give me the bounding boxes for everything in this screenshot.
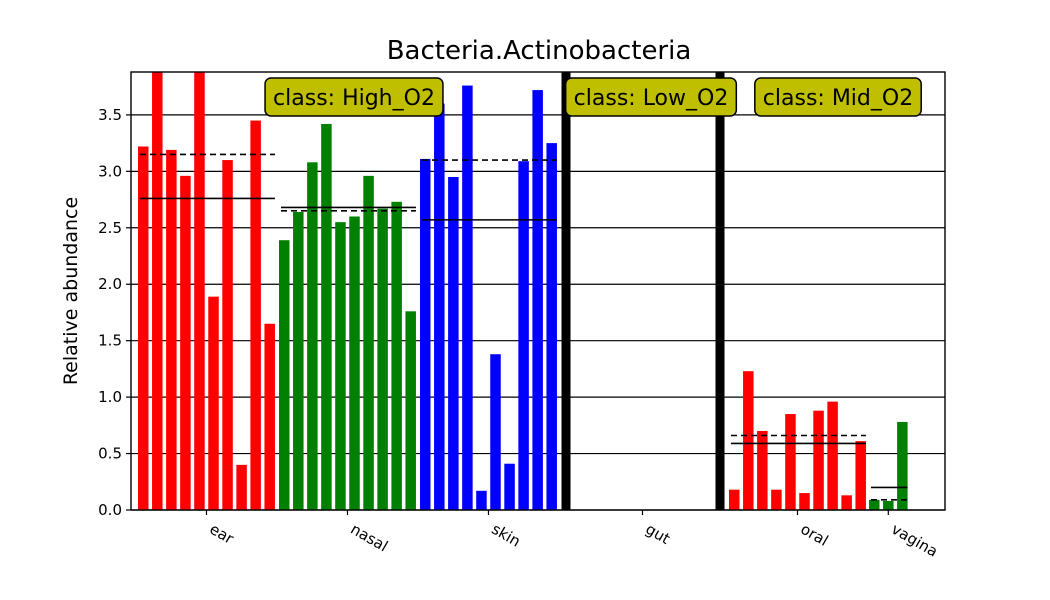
bar — [490, 354, 501, 510]
bar — [476, 490, 487, 510]
bar — [771, 489, 782, 510]
bar — [405, 311, 416, 510]
x-tick-label: skin — [488, 520, 523, 551]
bar — [180, 175, 191, 511]
bar — [363, 175, 374, 511]
bar — [236, 464, 247, 510]
bar — [841, 495, 852, 510]
bar — [785, 414, 796, 510]
bar — [420, 158, 431, 511]
bar — [855, 441, 866, 510]
bars — [138, 72, 908, 511]
class-label-box — [264, 77, 444, 117]
bar — [757, 430, 768, 510]
y-axis-label: Relative abundance — [60, 197, 82, 385]
bar — [208, 296, 219, 510]
bar — [377, 208, 388, 511]
y-tick-label: 1.0 — [98, 388, 122, 406]
bar — [518, 161, 529, 510]
bar — [391, 201, 402, 510]
bar — [897, 421, 908, 510]
y-tick-label: 3.5 — [98, 106, 122, 124]
bar — [532, 90, 543, 510]
bar — [279, 240, 290, 510]
chart-title: Bacteria.Actinobacteria — [387, 36, 692, 66]
stat-lines — [140, 153, 908, 501]
y-tick-label: 1.5 — [98, 332, 122, 350]
class-label: class: Low_O2 — [564, 77, 738, 117]
bar — [349, 216, 360, 510]
class-label-text: class: High_O2 — [273, 86, 435, 111]
bar — [321, 123, 332, 511]
x-tick-label: nasal — [347, 520, 391, 556]
bar — [250, 120, 261, 511]
bar — [194, 72, 205, 510]
class-label-text: class: Low_O2 — [574, 86, 729, 111]
bar — [152, 72, 163, 510]
y-tick-label: 2.0 — [98, 275, 122, 293]
bar — [293, 211, 304, 511]
axes — [130, 71, 946, 511]
class-label: class: High_O2 — [264, 77, 444, 117]
bar — [138, 146, 149, 510]
bar — [335, 222, 346, 511]
class-labels: class: High_O2 class: Low_O2 class: Mid_O2 — [264, 77, 922, 117]
x-ticks: ear nasal skin gut oral vagina — [205, 510, 941, 561]
bar — [504, 463, 515, 510]
bar — [434, 103, 445, 510]
class-label-box — [754, 77, 922, 117]
y-tick-label: 0.5 — [98, 445, 122, 463]
y-tick-label: 3.0 — [98, 162, 122, 180]
y-tick-label: 0.0 — [98, 501, 122, 519]
bar — [869, 499, 880, 510]
bar — [743, 371, 754, 510]
bar — [813, 410, 824, 510]
bar — [166, 149, 177, 510]
bar — [307, 162, 318, 511]
class-label-text: class: Mid_O2 — [763, 86, 913, 111]
class-separators — [561, 72, 725, 510]
bar — [883, 500, 894, 510]
bar — [729, 489, 740, 510]
y-tick-label: 2.5 — [98, 219, 122, 237]
bar — [264, 323, 275, 510]
bar — [222, 160, 233, 510]
bar — [546, 143, 557, 510]
x-tick-label: gut — [642, 520, 673, 548]
bar — [462, 85, 473, 511]
bar — [827, 401, 838, 510]
x-tick-label: vagina — [888, 520, 941, 561]
plot-frame — [130, 71, 946, 511]
class-label: class: Mid_O2 — [754, 77, 922, 117]
class-label-box — [564, 77, 738, 117]
x-tick-label: ear — [206, 520, 237, 548]
x-tick-label: oral — [797, 520, 831, 550]
bar — [799, 493, 810, 510]
y-ticks: 0.0 0.5 1.0 1.5 2.0 2.5 3.0 3.5 — [98, 106, 131, 519]
bar — [448, 176, 459, 510]
